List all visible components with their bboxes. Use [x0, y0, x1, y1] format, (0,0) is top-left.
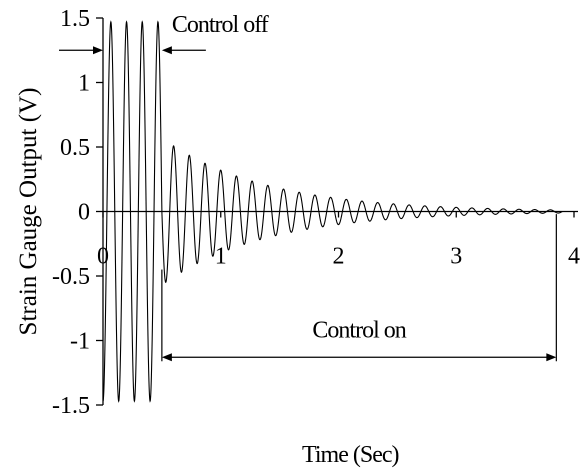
x-ticks: 0 1 2 3 4: [97, 211, 580, 270]
control-off-annotation: Control off: [59, 12, 270, 55]
x-tick-label: 2: [333, 244, 345, 270]
x-axis-label: Time (Sec): [302, 442, 398, 468]
y-tick-label: 1.5: [60, 6, 90, 32]
control-on-label: Control on: [312, 317, 406, 343]
y-tick-label: -1: [70, 329, 90, 355]
y-tick-label: 1: [78, 71, 90, 97]
x-tick-label: 0: [97, 244, 109, 270]
x-tick-label: 1: [215, 244, 227, 270]
x-tick-label: 4: [568, 244, 580, 270]
y-axis-label: Strain Gauge Output (V): [15, 88, 42, 336]
control-off-label: Control off: [172, 12, 269, 38]
x-tick-label: 3: [450, 244, 462, 270]
y-tick-label: 0: [78, 200, 90, 226]
series-line: [102, 20, 563, 403]
control-off-arrowhead-right: [161, 46, 172, 55]
y-tick-label: 0.5: [60, 135, 90, 161]
control-on-arrowhead-right: [546, 353, 557, 362]
y-tick-label: -1.5: [52, 393, 90, 419]
control-on-arrowhead-left: [161, 353, 172, 362]
y-tick-label: -0.5: [52, 264, 90, 290]
control-on-annotation: Control on: [161, 214, 557, 362]
control-off-arrowhead-left: [93, 46, 103, 55]
y-ticks: 1.5 1 0.5 0 -0.5 -1 -1.5: [52, 6, 103, 419]
